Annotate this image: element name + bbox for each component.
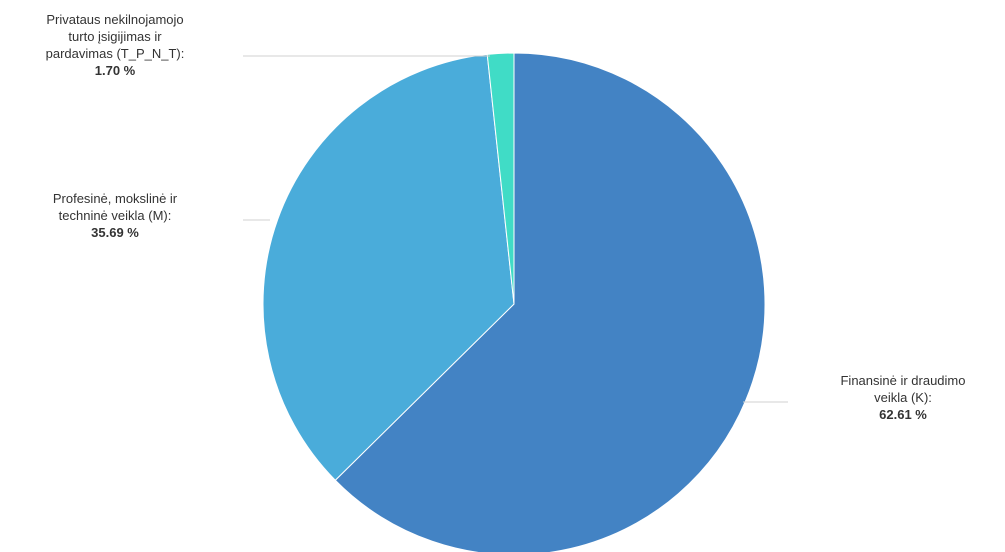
- slice-value-0: 62.61 %: [879, 407, 927, 422]
- slice-label-0: Finansinė ir draudimo veikla (K):: [840, 373, 965, 405]
- slice-labels: Finansinė ir draudimo veikla (K): 62.61 % P…: [46, 12, 966, 422]
- pie-slice-2[interactable]: [486, 52, 515, 305]
- leader-lines: [243, 55, 788, 403]
- slice-value-1: 35.69 %: [91, 225, 139, 240]
- slice-value-2: 1.70 %: [95, 63, 136, 78]
- pie-slice-1[interactable]: [262, 53, 515, 481]
- pie-slice-0[interactable]: [334, 52, 766, 552]
- pie-slices: [262, 52, 766, 552]
- slice-label-1: Profesinė, mokslinė ir techninė veikla (M…: [53, 191, 178, 223]
- slice-label-2: Privataus nekilnojamojo turto įsigijimas …: [46, 12, 185, 61]
